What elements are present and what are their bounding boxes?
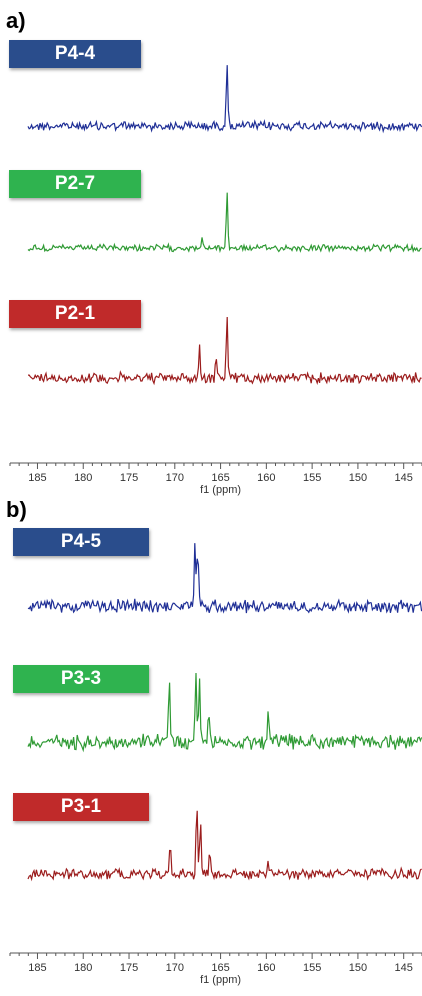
x-tick-label: 160: [257, 962, 275, 974]
x-tick-label: 155: [303, 472, 321, 484]
x-tick-label: 175: [120, 962, 138, 974]
x-tick-label: 185: [28, 472, 46, 484]
x-tick-label: 180: [74, 962, 92, 974]
x-tick-label: 175: [120, 472, 138, 484]
x-tick-label: 145: [395, 472, 413, 484]
series-tag-b-0: P4-5: [13, 528, 149, 556]
x-tick-label: 165: [211, 472, 229, 484]
x-tick-label: 170: [166, 472, 184, 484]
x-axis-title: f1 (ppm): [200, 974, 241, 986]
x-tick-label: 185: [28, 962, 46, 974]
series-tag-b-2: P3-1: [13, 793, 149, 821]
series-tag-b-1: P3-3: [13, 665, 149, 693]
series-tag-a-0: P4-4: [9, 40, 141, 68]
x-tick-label: 155: [303, 962, 321, 974]
series-tag-a-2: P2-1: [9, 300, 141, 328]
x-tick-label: 150: [349, 472, 367, 484]
spectrum-P4-4: [27, 65, 422, 134]
spectrum-P3-3: [27, 672, 422, 753]
x-tick-label: 170: [166, 962, 184, 974]
panel-a-label: a): [6, 8, 26, 33]
spectrum-P4-5: [27, 543, 422, 614]
x-tick-label: 145: [395, 962, 413, 974]
x-tick-label: 150: [349, 962, 367, 974]
x-tick-label: 165: [211, 962, 229, 974]
series-tag-a-1: P2-7: [9, 170, 141, 198]
spectrum-P2-7: [27, 192, 422, 254]
panel-b-label: b): [6, 497, 27, 522]
spectrum-P3-1: [27, 810, 422, 882]
x-tick-label: 180: [74, 472, 92, 484]
x-tick-label: 160: [257, 472, 275, 484]
spectrum-P2-1: [28, 316, 422, 386]
x-axis-title: f1 (ppm): [200, 484, 241, 496]
